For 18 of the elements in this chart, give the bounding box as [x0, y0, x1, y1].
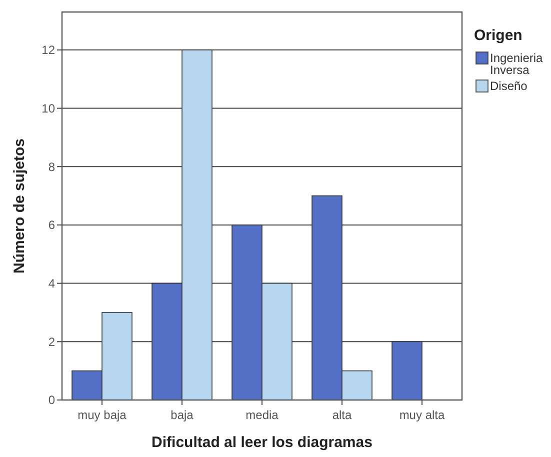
- x-axis-title: Dificultad al leer los diagramas: [152, 434, 372, 451]
- y-tick-label: 2: [48, 334, 56, 349]
- y-tick-label: 0: [48, 393, 56, 408]
- x-tick-label: alta: [332, 408, 352, 422]
- x-tick-label: baja: [170, 408, 194, 422]
- y-tick-label: 4: [48, 276, 56, 291]
- legend-title: Origen: [474, 27, 522, 44]
- y-tick-label: 12: [42, 43, 56, 58]
- y-axis-title: Número de sujetos: [11, 138, 28, 274]
- bar: [392, 341, 422, 400]
- x-tick-label: muy baja: [78, 408, 127, 422]
- legend-label: Ingenieria Inversa: [490, 51, 544, 77]
- x-tick-label: media: [246, 408, 279, 422]
- y-tick-label: 6: [48, 218, 56, 232]
- x-tick-label: muy alta: [399, 408, 445, 422]
- y-tick-label: 8: [48, 160, 56, 174]
- y-tick-label: 10: [42, 101, 56, 116]
- legend-label: Diseño: [490, 79, 528, 93]
